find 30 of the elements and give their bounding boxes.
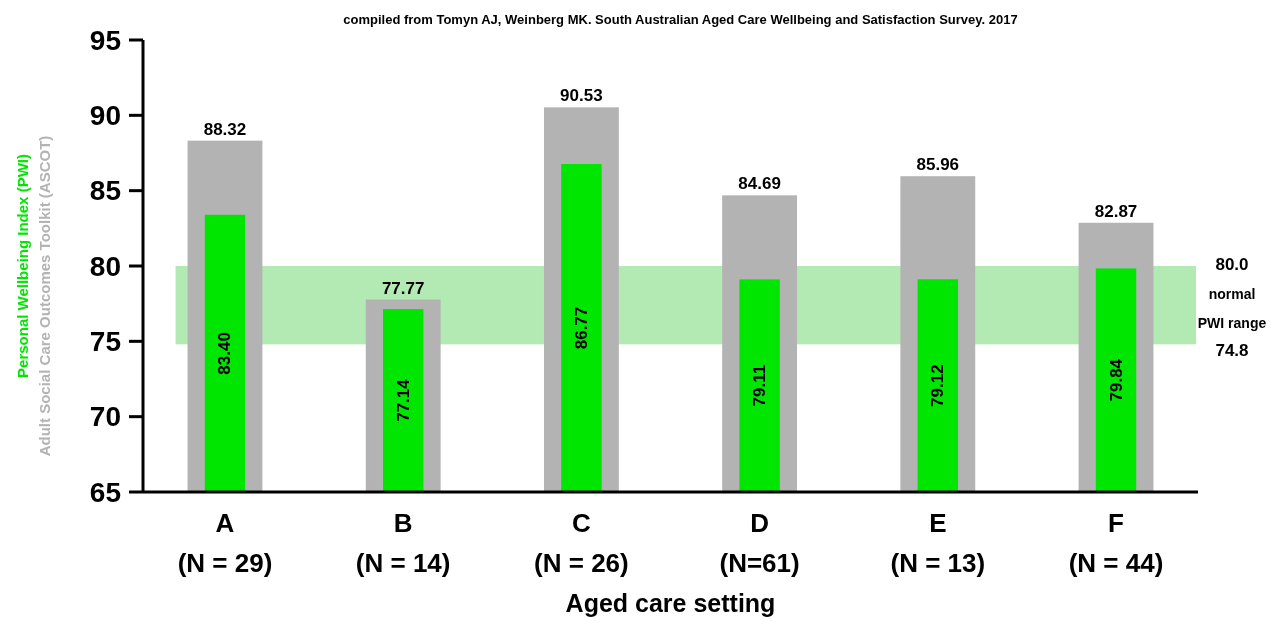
- data-label: 82.87: [1094, 201, 1138, 221]
- x-tick-label: A (N = 29): [177, 508, 273, 578]
- data-label: 79.12: [928, 364, 948, 407]
- data-label: 84.69: [738, 174, 781, 194]
- x-tick-label: E (N = 13): [890, 508, 986, 578]
- y-tick-label: 90: [89, 99, 121, 131]
- data-label: 88.32: [203, 119, 247, 139]
- x-tick-label: D (N=61): [719, 508, 800, 578]
- data-label: 77.14: [393, 378, 413, 422]
- data-label: 86.77: [571, 306, 591, 350]
- band-label: 80.0 normal PWI range 74.8: [1197, 255, 1267, 361]
- data-label: 79.11: [750, 364, 770, 407]
- y-tick-label: 75: [89, 325, 121, 357]
- text: Adult Social Care Outcomes Toolkit (ASCOT): [36, 135, 53, 457]
- chart-subtitle: compiled from Tomyn AJ, Weinberg MK. South Australian Aged Care Wellbeing and Satisfaction Survey. 2017: [343, 12, 1018, 27]
- data-label: 85.96: [916, 155, 960, 175]
- x-tick-label: B (N = 14): [355, 508, 451, 578]
- x-tick-label: C (N = 26): [534, 508, 629, 578]
- y-tick-label: 65: [89, 476, 121, 508]
- x-axis-title: Aged care setting: [565, 589, 776, 617]
- data-label: 83.40: [215, 332, 235, 375]
- y-tick-label: 80: [89, 250, 121, 282]
- data-label: 90.53: [560, 86, 603, 106]
- data-label: 79.84: [1106, 358, 1126, 402]
- data-label: 77.77: [381, 278, 425, 298]
- y-tick-label: 85: [89, 175, 121, 207]
- y-tick-label: 95: [89, 24, 121, 56]
- text: Personal Wellbeing Index (PWI): [14, 154, 31, 378]
- x-tick-label: F (N = 44): [1068, 508, 1164, 578]
- y-tick-label: 70: [89, 401, 121, 433]
